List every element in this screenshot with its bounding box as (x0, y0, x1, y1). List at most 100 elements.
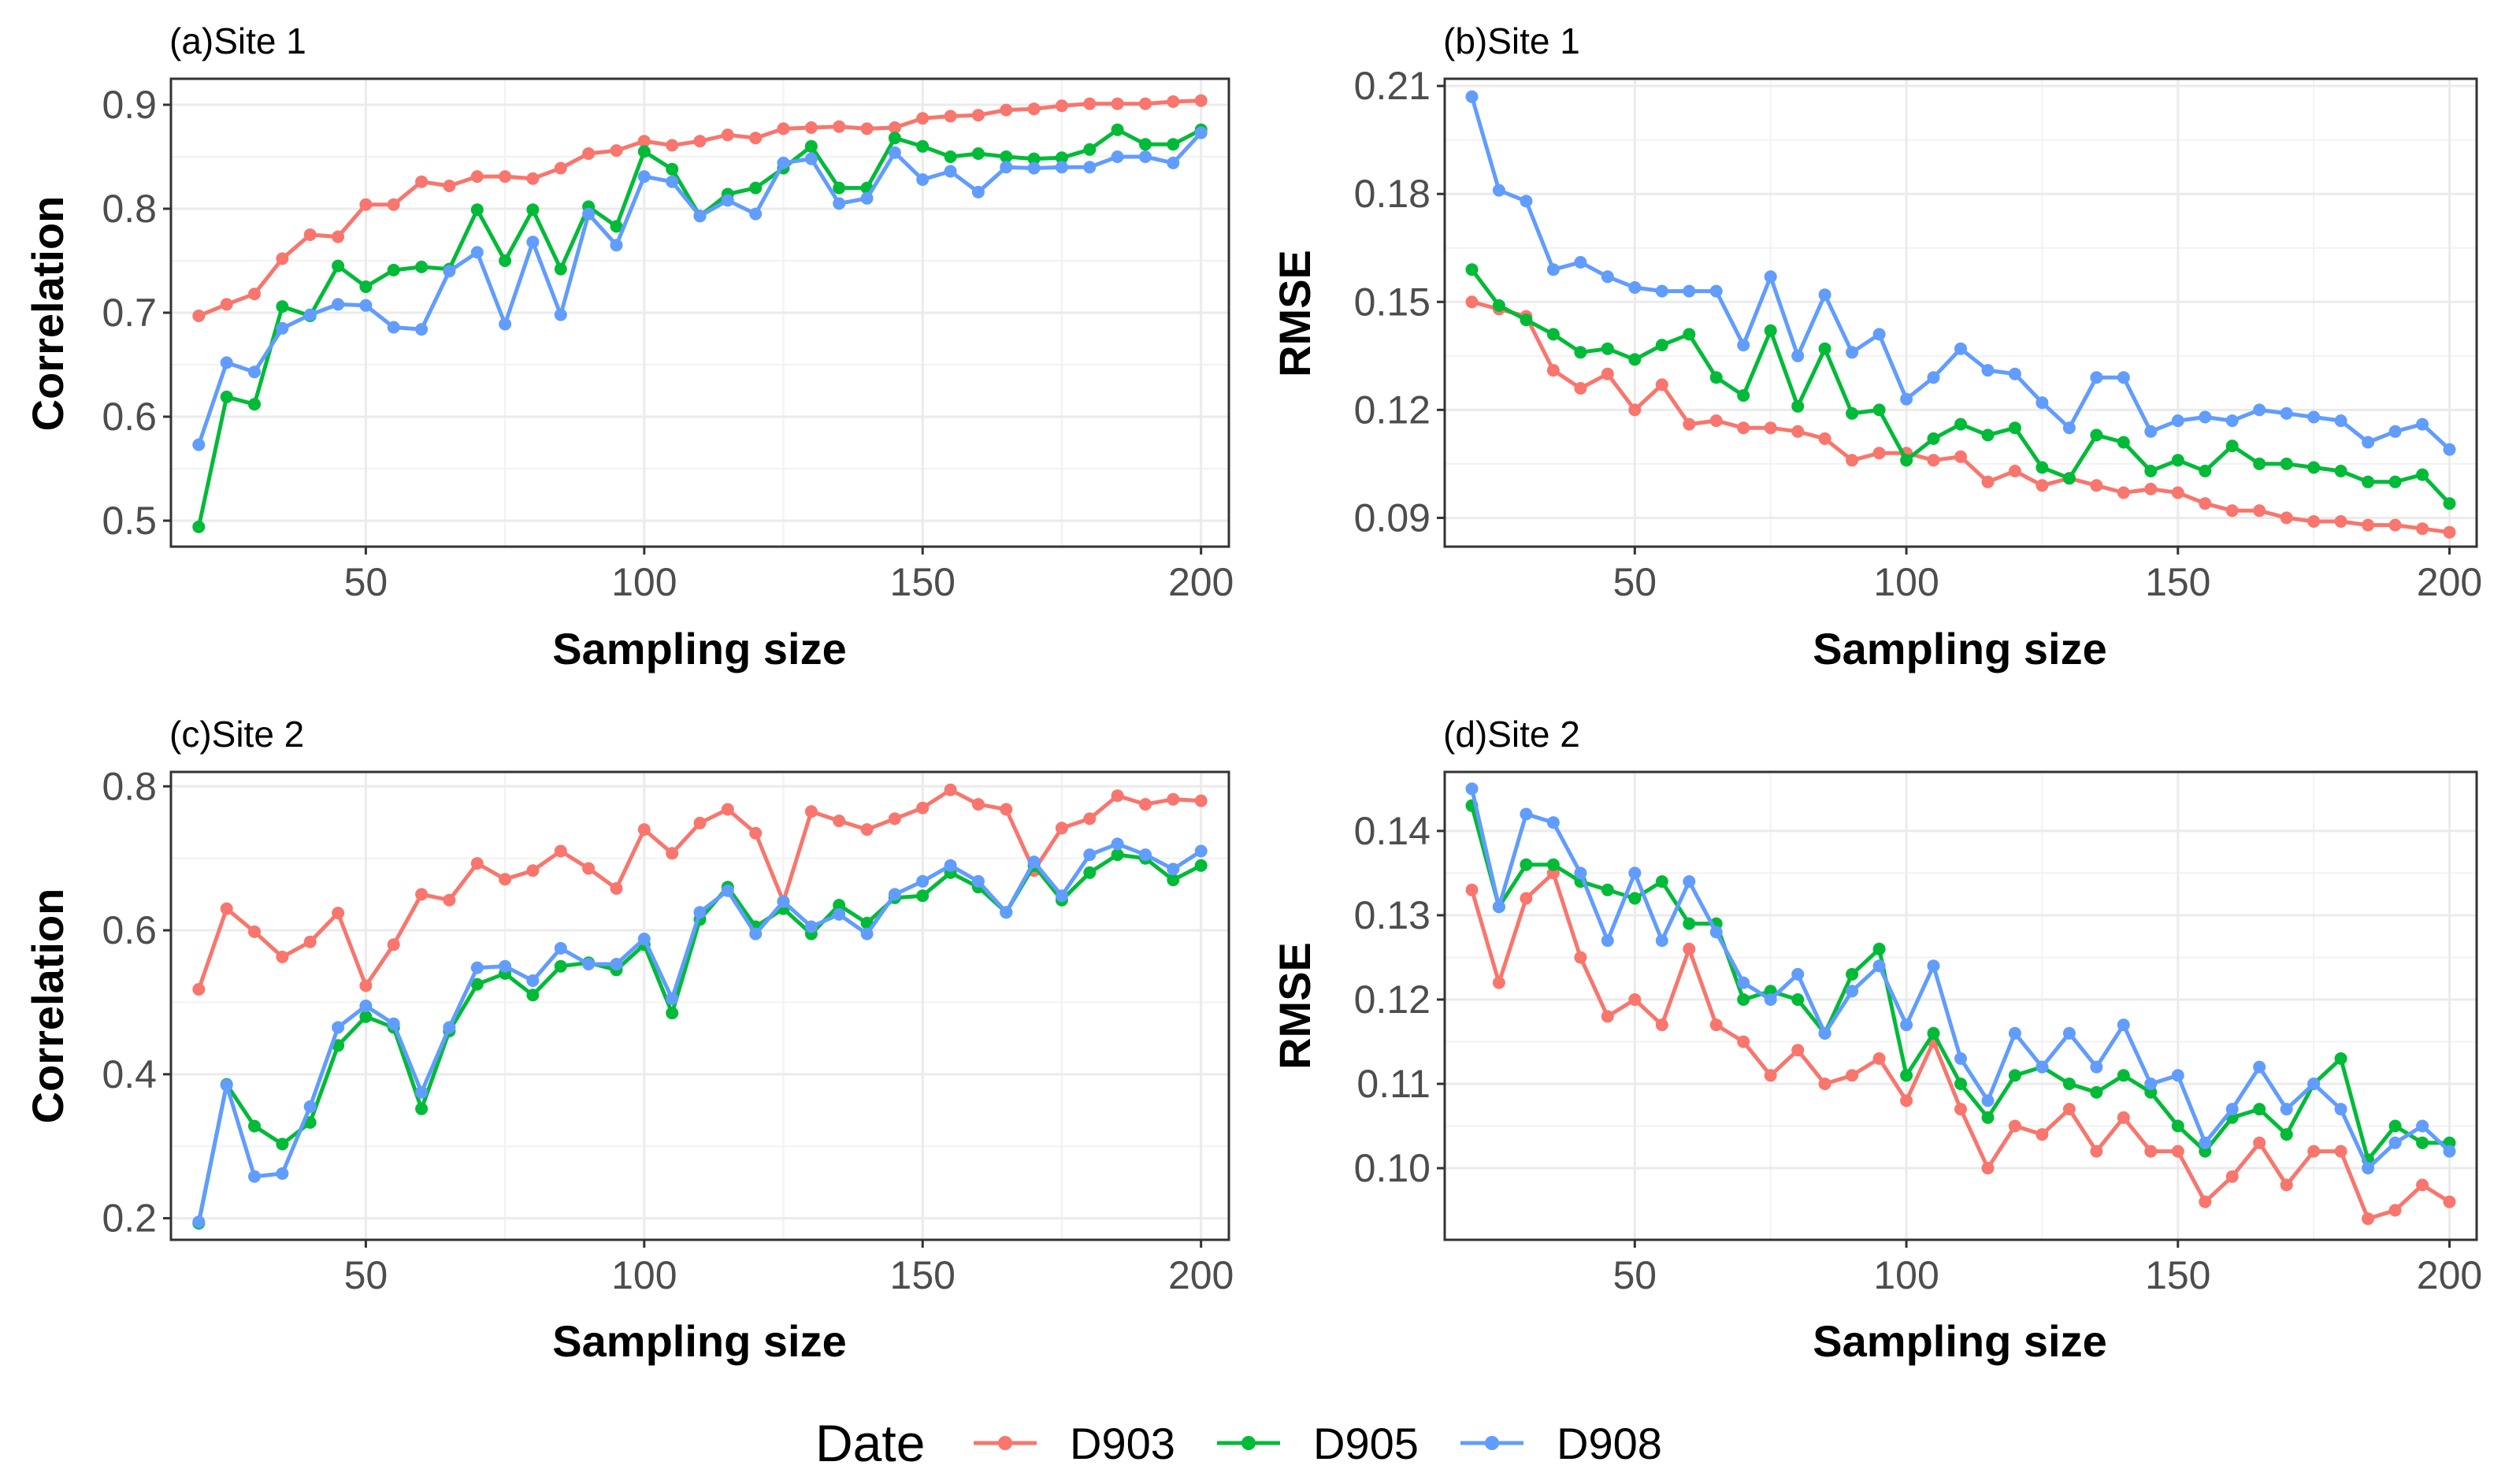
panel-a-point-d905 (888, 132, 901, 145)
panel-c-point-d903 (443, 893, 456, 907)
panel-b-point-d905 (1628, 353, 1642, 366)
panel-d-point-d908 (2008, 1026, 2021, 1040)
panel-b-point-d905 (2388, 475, 2402, 488)
panel-c-y-tick-label: 0.2 (102, 1196, 157, 1241)
panel-b-point-d905 (1846, 406, 1859, 420)
panel-a-point-d903 (1000, 103, 1013, 117)
panel-a-point-d903 (1139, 97, 1152, 110)
panel-a-point-d905 (192, 520, 206, 533)
panel-a-point-d905 (1139, 138, 1152, 151)
panel-b-point-d905 (1709, 371, 1723, 384)
panel-c-point-d903 (303, 935, 317, 948)
panel-b-point-d905 (2443, 497, 2456, 510)
panel-b-point-d903 (2117, 486, 2130, 499)
panel-d-point-d908 (1872, 959, 1886, 973)
panel-c-point-d908 (220, 1078, 233, 1092)
panel-d-point-d908 (2362, 1162, 2375, 1174)
panel-c-point-d905 (359, 1010, 373, 1023)
panel-d-point-d908 (1954, 1052, 1967, 1065)
panel-c-point-d908 (415, 1085, 429, 1099)
panel-b-point-d905 (2036, 461, 2049, 474)
panel-a-point-d903 (637, 135, 651, 148)
panel-a-point-d908 (860, 191, 874, 205)
panel-b-point-d908 (2225, 414, 2239, 428)
panel-c-point-d903 (332, 907, 345, 920)
panel-b-point-d905 (2416, 468, 2429, 481)
panel-a-y-tick-label: 0.7 (102, 291, 157, 335)
panel-d-point-d903 (2171, 1145, 2184, 1158)
panel-c-point-d908 (971, 874, 985, 888)
panel-c-y-tick-label: 0.4 (102, 1052, 157, 1096)
panel-a-point-d908 (387, 321, 400, 334)
panel-b-point-d903 (1546, 364, 1560, 377)
panel-a-point-d903 (1083, 97, 1097, 110)
panel-d-point-d908 (1900, 1018, 1913, 1032)
panel-d-point-d903 (1846, 1069, 1859, 1082)
panel-d-x-tick-label: 200 (2417, 1253, 2482, 1297)
legend-item-d903: D903 (974, 1419, 1175, 1468)
panel-d-point-d905 (1927, 1026, 1940, 1040)
panel-d-point-d908 (1818, 1026, 1831, 1040)
panel-b-point-d903 (1872, 447, 1886, 460)
panel-b-point-d903 (2307, 515, 2321, 528)
legend: Date D903 D905 D908 (815, 1414, 1662, 1472)
panel-c-point-d903 (833, 814, 846, 828)
panel-a-point-d908 (944, 165, 957, 178)
panel-d-x-tick-label: 50 (1613, 1253, 1657, 1297)
panel-d-point-d905 (1846, 967, 1859, 981)
panel-b-point-d908 (2280, 406, 2293, 420)
panel-d-point-d903 (1655, 1018, 1668, 1032)
panel-d-point-d903 (2253, 1136, 2266, 1149)
panel-a-point-d908 (637, 170, 651, 184)
panel-b-point-d905 (2280, 457, 2293, 470)
panel-a-point-d908 (693, 210, 707, 223)
panel-a-point-d905 (1167, 138, 1180, 151)
panel-d-point-d903 (1764, 1069, 1777, 1082)
panel-b-point-d905 (1520, 313, 1533, 327)
panel-b-point-d908 (2171, 414, 2184, 428)
panel-d-point-d908 (1927, 959, 1940, 973)
panel-a-point-d903 (693, 135, 707, 148)
panel-c-point-d905 (554, 959, 567, 973)
panel-d-point-d908 (2443, 1145, 2456, 1158)
panel-a-point-d903 (749, 132, 763, 145)
panel-d-point-d903 (2443, 1195, 2456, 1208)
panel-b-point-d903 (2144, 482, 2158, 495)
panel-d-point-d905 (1791, 993, 1805, 1006)
panel-a-point-d903 (1055, 99, 1068, 113)
panel-c-title: (c)Site 2 (169, 714, 304, 755)
panel-b-point-d905 (1872, 403, 1886, 417)
panel-a-point-d903 (303, 228, 317, 241)
panel-d-y-tick-label: 0.14 (1354, 809, 1431, 853)
panel-b-point-d905 (2199, 465, 2212, 477)
panel-a-point-d905 (1027, 152, 1041, 165)
panel-a-point-d908 (804, 152, 818, 165)
panel-d-point-d903 (1709, 1018, 1723, 1032)
panel-c-point-d903 (248, 925, 261, 938)
panel-d-point-d908 (2416, 1119, 2429, 1133)
panel-c-point-d908 (1083, 848, 1097, 862)
panel-a-point-d908 (554, 308, 567, 321)
panel-d-y-tick-label: 0.10 (1354, 1146, 1431, 1190)
panel-b-point-d903 (1818, 432, 1831, 445)
panel-c-x-tick-label: 50 (344, 1253, 388, 1297)
panel-a-point-d908 (666, 175, 679, 188)
panel-c-point-d903 (415, 888, 429, 901)
panel-c-plot-area: 50 100 150 200 0.2 0.4 0.6 0.8 (102, 764, 1234, 1297)
legend-marker-d908 (1485, 1436, 1499, 1450)
panel-b-plot-area: 50 100 150 200 0.09 0.12 0.15 0.18 0.21 (1354, 64, 2483, 604)
panel-b-point-d908 (1465, 90, 1479, 103)
panel-a-x-tick-label: 50 (344, 560, 388, 604)
panel-a-point-d908 (610, 239, 623, 252)
panel-a-point-d908 (582, 207, 596, 221)
panel-d-point-d908 (2144, 1078, 2158, 1090)
panel-c-point-d908 (470, 961, 484, 974)
panel-a-point-d905 (359, 280, 373, 293)
panel-d-point-d903 (1601, 1010, 1614, 1023)
panel-c-point-d905 (415, 1102, 429, 1115)
panel-c-point-d903 (387, 938, 400, 952)
panel-d-point-d903 (1520, 892, 1533, 905)
panel-d-point-d908 (2334, 1103, 2347, 1116)
panel-c-point-d908 (1139, 848, 1152, 862)
panel-a-point-d905 (1111, 123, 1124, 136)
